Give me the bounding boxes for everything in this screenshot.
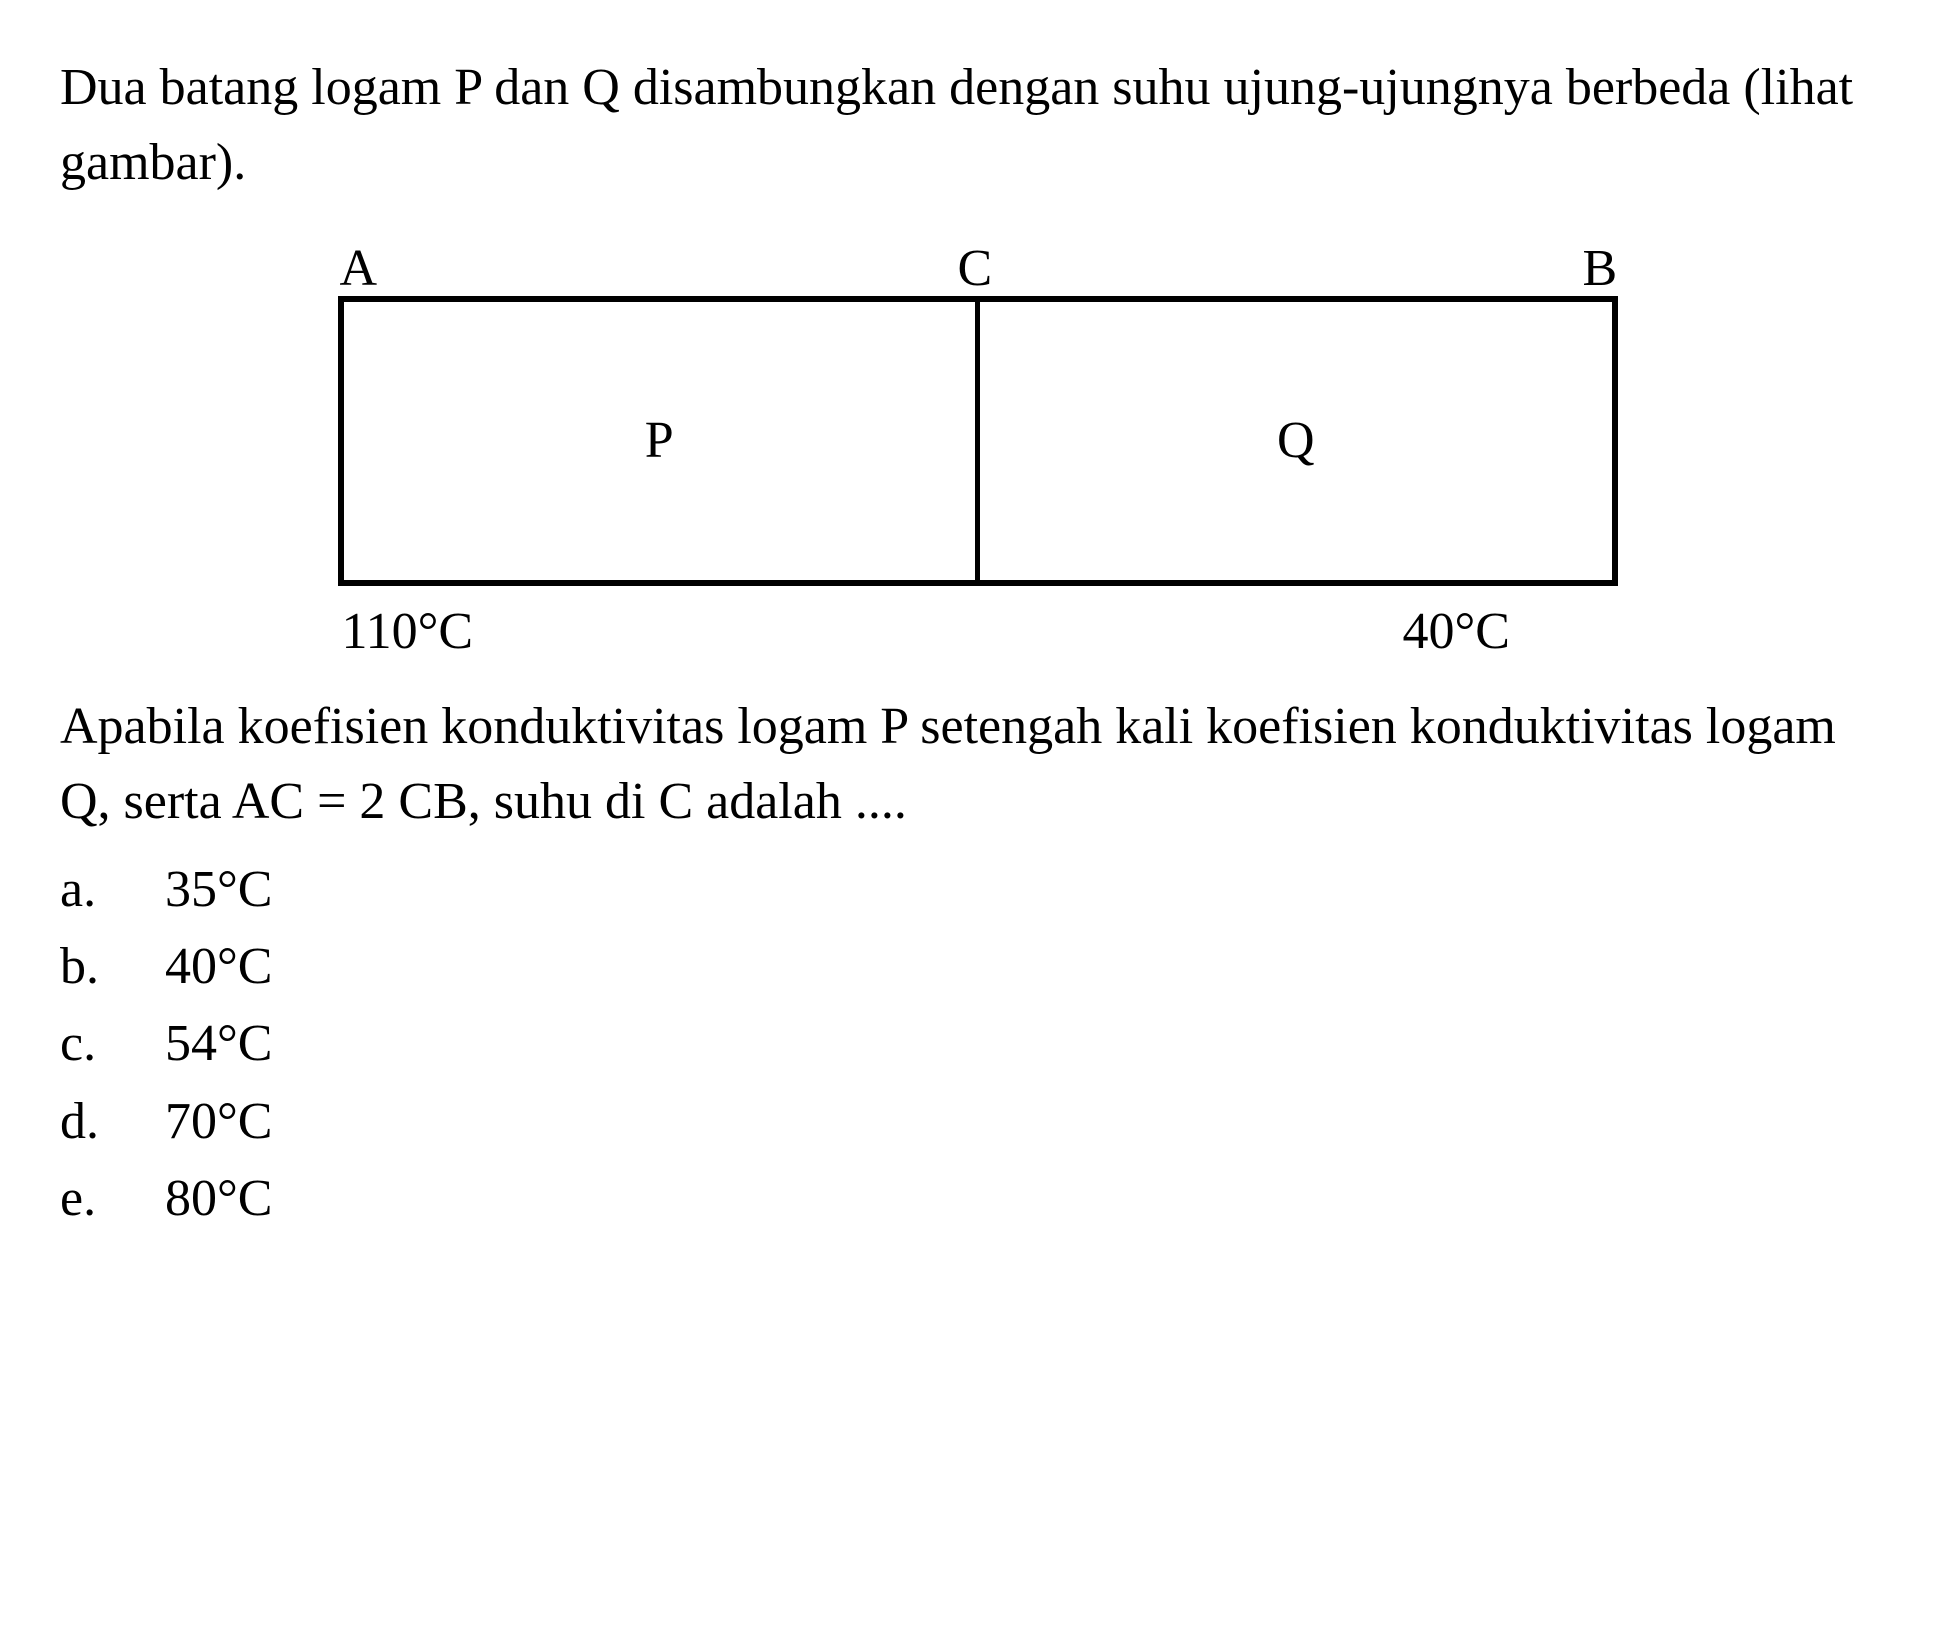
option-value: 35°C [165,852,272,927]
option-value: 40°C [165,929,272,1004]
diagram: A C B P Q 110°C 40°C [338,231,1618,654]
option-letter: c. [60,1006,165,1081]
option-letter: e. [60,1161,165,1236]
option-letter: a. [60,852,165,927]
option-value: 54°C [165,1006,272,1081]
box-q: Q [980,302,1612,580]
labels-top-row: A C B [338,231,1618,291]
label-c: C [958,231,993,306]
option-value: 80°C [165,1161,272,1236]
option-letter: d. [60,1084,165,1159]
option-d: d. 70°C [60,1084,1895,1159]
label-a: A [340,231,378,306]
labels-bottom-row: 110°C 40°C [338,594,1618,654]
box-p: P [344,302,981,580]
option-b: b. 40°C [60,929,1895,1004]
temp-left: 110°C [342,594,474,669]
question-intro: Dua batang logam P dan Q disambungkan de… [60,50,1895,201]
boxes-row: P Q [338,296,1618,586]
options-list: a. 35°C b. 40°C c. 54°C d. 70°C e. 80°C [60,852,1895,1237]
diagram-container: A C B P Q 110°C 40°C [60,231,1895,654]
option-e: e. 80°C [60,1161,1895,1236]
option-letter: b. [60,929,165,1004]
question-continuation: Apabila koefisien konduktivitas logam P … [60,689,1895,840]
temp-right: 40°C [1403,594,1510,669]
option-a: a. 35°C [60,852,1895,927]
label-b: B [1583,231,1618,306]
option-c: c. 54°C [60,1006,1895,1081]
option-value: 70°C [165,1084,272,1159]
